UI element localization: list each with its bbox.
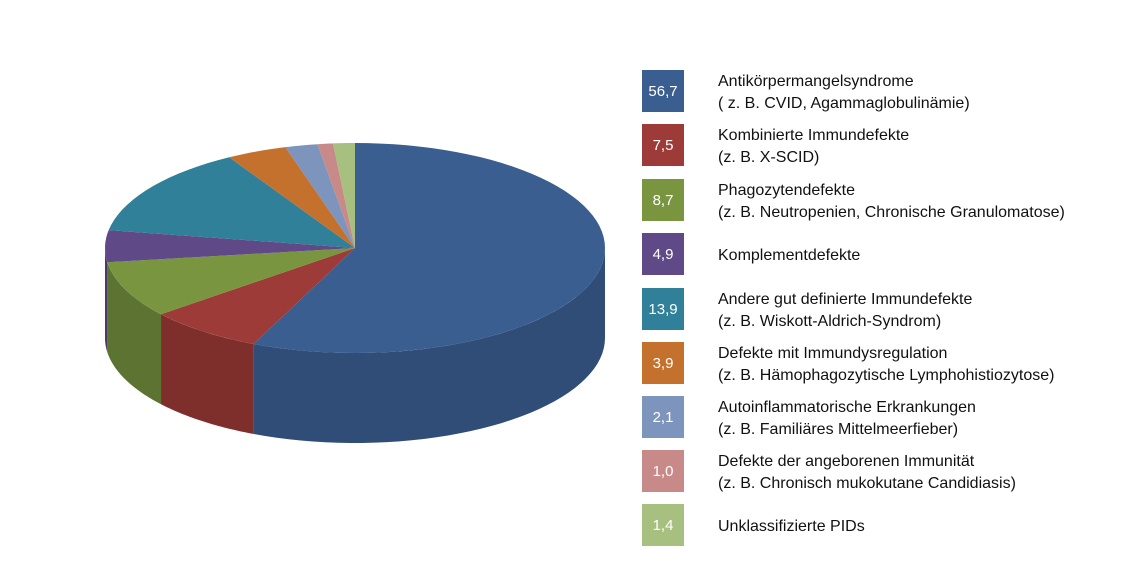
legend-sublabel: (z. B. Wiskott-Aldrich-Syndrom) [718,313,941,330]
pie-group [105,143,605,443]
pie-slice-side [253,248,605,443]
legend-item: 56,7 Antikörpermangelsyndrome ( z. B. CVID… [642,70,970,112]
legend-sublabel: (z. B. Familiäres Mittelmeerfieber) [718,421,958,438]
pie-slice [108,157,356,248]
legend-label: Defekte mit Immundysregulation [718,345,947,362]
pie-slice-side [105,248,108,353]
pie-slice [229,147,355,248]
legend-swatch [642,179,684,221]
legend-item: 1,0 Defekte der angeborenen Immunität (z. … [642,450,1016,492]
pie-sides [105,248,605,443]
legend-value-label: 4,9 [653,246,674,263]
legend-label: Kombinierte Immundefekte [718,127,909,144]
legend-value-label: 56,7 [648,83,677,100]
legend-value-label: 2,1 [653,409,674,426]
legend-value-label: 8,7 [653,192,674,209]
legend-swatch [642,70,684,112]
legend-label: Autoinflammatorische Erkrankungen [718,399,976,416]
legend-value-label: 1,0 [653,463,674,480]
legend-sublabel: (z. B. Neutropenien, Chronische Granulom… [718,204,1065,221]
legend-label: Antikörpermangelsyndrome [718,73,914,90]
legend-swatch [642,504,684,546]
legend-item: 13,9 Andere gut definierte Immundefekte (z… [642,288,972,330]
legend-sublabel: ( z. B. CVID, Agammaglobulinämie) [718,95,970,112]
legend-item: 8,7 Phagozytendefekte (z. B. Neutropenien,… [642,179,1065,221]
pie-slice [317,143,355,248]
legend-swatch [642,288,684,330]
legend-sublabel: (z. B. Chronisch mukokutane Candidiasis) [718,475,1016,492]
legend-swatch [642,396,684,438]
legend: 56,7 Antikörpermangelsyndrome ( z. B. CVID… [642,70,1065,546]
pie-slice [161,248,355,344]
pie-slice [105,230,355,263]
legend-swatch [642,233,684,275]
pie-top [105,143,605,353]
legend-value-label: 3,9 [653,355,674,372]
legend-label: Komplementdefekte [718,247,860,264]
legend-sublabel: (z. B. Hämophagozytische Lymphohistiozyt… [718,367,1054,384]
pie-slice [107,248,355,315]
legend-label: Andere gut definierte Immundefekte [718,291,972,308]
pie-slice-side [161,314,254,434]
legend-item: 4,9 Komplementdefekte [642,233,860,275]
legend-swatch [642,124,684,166]
legend-item: 3,9 Defekte mit Immundysregulation (z. B. … [642,342,1054,384]
legend-value-label: 13,9 [648,301,677,318]
legend-swatch [642,450,684,492]
legend-swatch [642,342,684,384]
legend-item: 7,5 Kombinierte Immundefekte (z. B. X-SCID… [642,124,909,166]
pie-slice [285,144,355,248]
legend-item: 2,1 Autoinflammatorische Erkrankungen (z. … [642,396,976,438]
pie-slice [253,143,605,353]
legend-item: 1,4 Unklassifizierte PIDs [642,504,865,546]
legend-label: Defekte der angeborenen Immunität [718,453,975,470]
pie-slice-side [107,262,162,405]
legend-value-label: 7,5 [653,137,674,154]
legend-label: Phagozytendefekte [718,182,855,199]
legend-value-label: 1,4 [653,517,674,534]
legend-sublabel: (z. B. X-SCID) [718,149,819,166]
legend-label: Unklassifizierte PIDs [718,518,865,535]
pie-slice [333,143,355,248]
